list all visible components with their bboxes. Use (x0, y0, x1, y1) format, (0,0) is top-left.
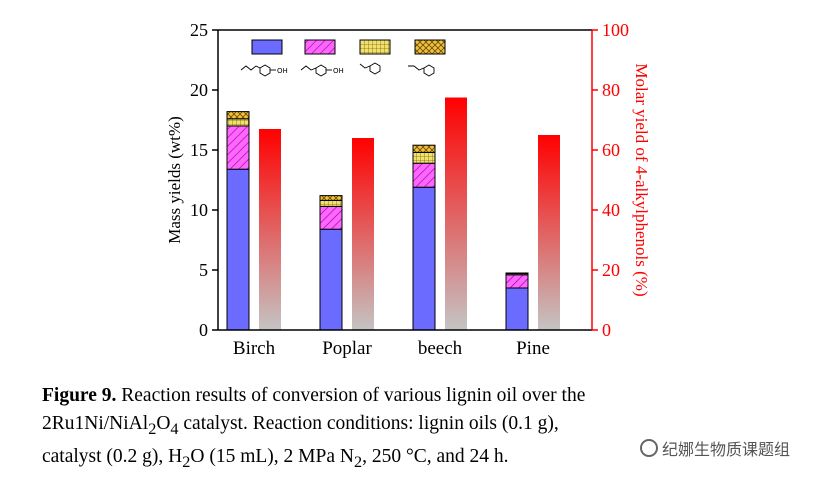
bar-segment-4-propylphenol (319, 228, 343, 331)
bar-segment-4-ethylphenol (412, 162, 436, 188)
caption-line1: Reaction results of conversion of variou… (116, 385, 586, 406)
propylphenol-structure-icon: OH (240, 64, 288, 77)
x-tick-label: Pine (516, 338, 550, 359)
bar-segment-4-propylphenol (412, 186, 436, 331)
legend-swatch-propylbenzene (359, 39, 391, 55)
propylbenzene-structure-icon (359, 62, 381, 75)
legend-swatch-ethylbenzene (414, 39, 446, 55)
left-tick-label: 20 (190, 80, 208, 100)
bar-segment-propylbenzene (412, 151, 436, 164)
x-labels: Birch Poplar beech Pine (233, 338, 550, 359)
molar-yield-bar (538, 135, 560, 330)
right-tick-label: 60 (602, 140, 620, 160)
watermark: 纪娜生物质课题组 (640, 436, 790, 460)
x-tick-label: Poplar (322, 338, 372, 359)
bar-segment-4-ethylphenol (226, 125, 250, 170)
right-tick-label: 0 (602, 320, 611, 340)
caption-sub1: 2 (148, 419, 157, 438)
left-tick-label: 0 (199, 320, 208, 340)
bar-segment-4-propylphenol (226, 168, 250, 331)
legend: OH OH (240, 39, 446, 77)
right-ticks: 0 20 40 60 80 100 (592, 20, 629, 340)
left-tick-label: 10 (190, 200, 208, 220)
bar-segment-ethylbenzene (412, 144, 436, 153)
y2-axis-label: Molar yield of 4-alkylphenols (%) (632, 63, 651, 296)
molar-yield-bar (259, 129, 281, 330)
legend-swatch-propylphenol (251, 39, 283, 55)
svg-text:OH: OH (277, 67, 288, 75)
bar-segment-4-ethylphenol (505, 274, 529, 289)
caption-line2b: O (156, 413, 171, 434)
bar-segment-4-propylphenol (505, 287, 529, 331)
caption-line2a: 2Ru1Ni/NiAl (42, 413, 149, 434)
caption-line3b: O (15 mL), 2 MPa N (190, 445, 354, 467)
bar-segment-ethylbenzene (505, 272, 529, 275)
left-tick-label: 15 (190, 140, 208, 160)
right-tick-label: 40 (602, 200, 620, 220)
bar-segment-propylbenzene (319, 199, 343, 207)
caption-sub3: 2 (182, 452, 191, 471)
bar-segment-propylbenzene (226, 118, 250, 127)
svg-text:OH: OH (333, 67, 344, 75)
legend-swatch-ethylphenol (304, 39, 336, 55)
caption-line3c: , 250 °C, and 24 h. (362, 445, 509, 467)
x-tick-label: Birch (233, 338, 276, 359)
wechat-icon (640, 439, 658, 457)
chart: 0 5 10 15 20 25 0 20 40 60 80 100 Birch Poplar beech… (165, 20, 651, 359)
molar-yield-bar (352, 138, 374, 330)
ethylphenol-structure-icon: OH (300, 64, 344, 77)
watermark-text: 纪娜生物质课题组 (662, 440, 791, 459)
right-tick-label: 20 (602, 260, 620, 280)
y-axis-label: Mass yields (wt%) (165, 116, 184, 243)
caption-label: Figure 9. (42, 385, 117, 406)
ethylbenzene-structure-icon (408, 64, 435, 77)
x-tick-label: beech (418, 338, 463, 359)
right-tick-label: 80 (602, 80, 620, 100)
left-tick-label: 5 (199, 260, 208, 280)
caption-sub2: 4 (170, 419, 179, 438)
caption-line2c: catalyst. Reaction conditions: lignin oi… (178, 413, 559, 434)
caption-line3a: catalyst (0.2 g), H (42, 445, 183, 467)
molar-yield-bar (445, 97, 467, 330)
left-tick-label: 25 (190, 20, 208, 40)
bar-segment-4-ethylphenol (319, 205, 343, 230)
bars (226, 97, 560, 331)
bar-segment-ethylbenzene (226, 111, 250, 120)
caption-sub4: 2 (353, 452, 363, 471)
figure-caption: Figure 9. Reaction results of conversion… (42, 382, 764, 476)
left-ticks: 0 5 10 15 20 25 (190, 20, 218, 340)
right-tick-label: 100 (602, 20, 629, 40)
bar-segment-ethylbenzene (319, 195, 343, 201)
